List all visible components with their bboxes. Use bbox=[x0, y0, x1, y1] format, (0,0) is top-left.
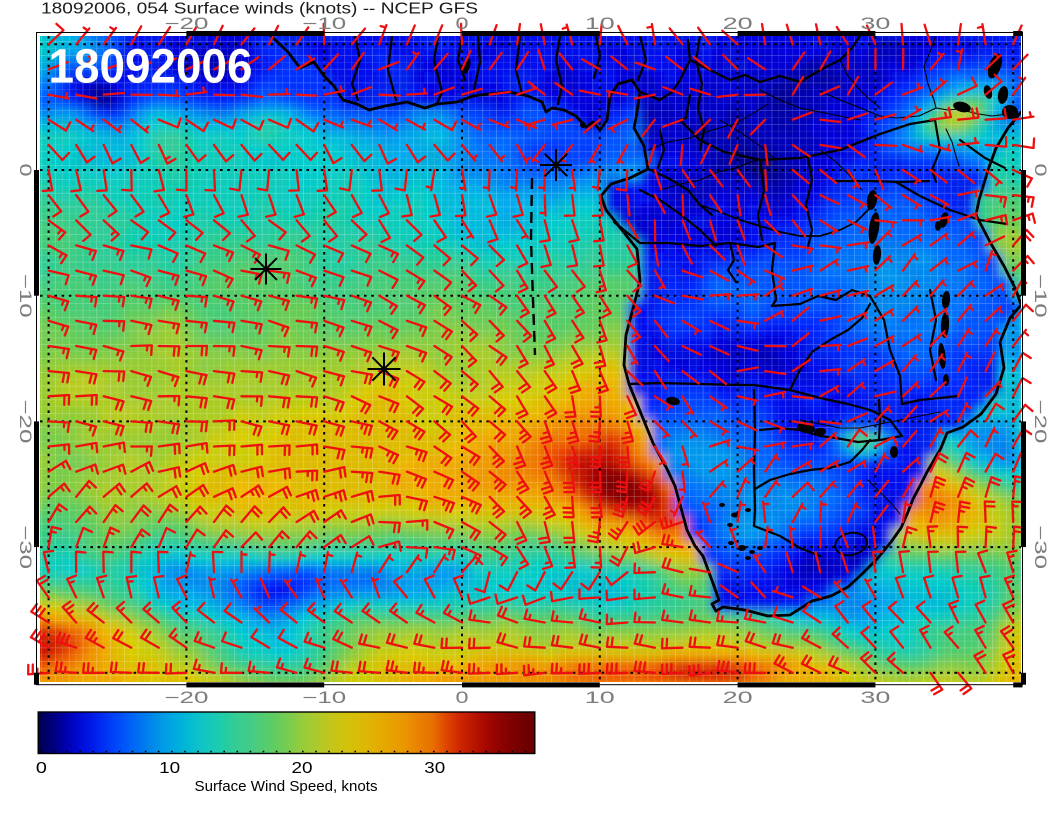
svg-text:0: 0 bbox=[456, 689, 469, 707]
svg-text:18092006, 054 Surface winds (k: 18092006, 054 Surface winds (knots) -- N… bbox=[41, 1, 478, 18]
svg-text:20: 20 bbox=[292, 760, 313, 777]
svg-text:−30: −30 bbox=[1031, 525, 1049, 569]
svg-text:−20: −20 bbox=[164, 15, 208, 33]
svg-text:−20: −20 bbox=[164, 689, 208, 707]
svg-text:−20: −20 bbox=[1031, 399, 1049, 443]
svg-text:10: 10 bbox=[159, 760, 180, 777]
svg-text:−10: −10 bbox=[1031, 274, 1049, 318]
svg-text:20: 20 bbox=[723, 15, 753, 33]
svg-text:18092006: 18092006 bbox=[49, 41, 253, 94]
svg-text:0: 0 bbox=[456, 15, 469, 33]
svg-text:−20: −20 bbox=[16, 399, 34, 443]
svg-text:0: 0 bbox=[16, 164, 34, 177]
svg-text:10: 10 bbox=[585, 15, 615, 33]
svg-text:10: 10 bbox=[585, 689, 615, 707]
svg-text:−10: −10 bbox=[302, 15, 346, 33]
svg-text:Surface Wind Speed, knots: Surface Wind Speed, knots bbox=[195, 778, 378, 795]
svg-text:0: 0 bbox=[1031, 164, 1049, 177]
svg-text:30: 30 bbox=[860, 15, 890, 33]
svg-text:0: 0 bbox=[36, 760, 47, 777]
svg-text:−10: −10 bbox=[302, 689, 346, 707]
svg-text:−10: −10 bbox=[16, 274, 34, 318]
svg-text:30: 30 bbox=[860, 689, 890, 707]
svg-text:−30: −30 bbox=[16, 525, 34, 569]
svg-text:30: 30 bbox=[424, 760, 445, 777]
svg-text:20: 20 bbox=[723, 689, 753, 707]
